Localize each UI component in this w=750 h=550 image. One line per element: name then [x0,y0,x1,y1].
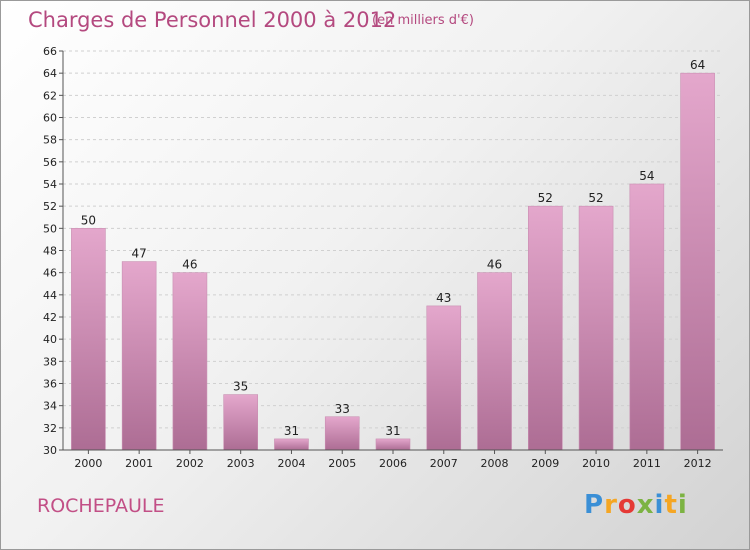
bar-2012 [680,72,715,451]
y-tick-label: 44 [43,289,57,302]
data-label: 52 [538,191,553,205]
data-label: 50 [81,213,96,227]
x-tick-label: 2005 [328,457,356,470]
chart-unit-label: (en milliers d'€) [372,13,474,28]
x-tick-label: 2012 [684,457,712,470]
x-tick-label: 2007 [430,457,458,470]
x-tick-label: 2004 [277,457,305,470]
y-tick-label: 40 [43,333,57,346]
y-tick-label: 38 [43,355,57,368]
y-tick-label: 56 [43,156,57,169]
y-tick-label: 58 [43,134,57,147]
logo-letter: t [664,490,678,520]
bar-2002 [172,272,208,451]
bar-2008 [477,272,512,451]
y-tick-label: 60 [43,112,57,125]
logo-letter: r [604,490,618,520]
x-tick-label: 2010 [582,457,610,470]
y-tick-label: 52 [43,200,57,213]
data-label: 43 [436,291,451,305]
bar-2000 [71,228,106,451]
bar-2006 [375,438,411,451]
x-tick-label: 2000 [74,457,102,470]
logo-letter: x [636,490,655,520]
y-tick-label: 62 [43,89,57,102]
data-label: 46 [182,258,197,272]
y-tick-label: 36 [43,378,57,391]
y-tick-label: 32 [43,422,57,435]
data-label: 64 [690,58,705,72]
x-tick-label: 2008 [481,457,509,470]
data-label: 52 [588,191,603,205]
x-tick-label: 2011 [633,457,661,470]
y-tick-labels: 30 32 34 36 38 40 42 44 46 48 50 52 54 56 58 60 62 64 66 [43,45,57,457]
x-tick-label: 2001 [125,457,153,470]
y-tick-label: 54 [43,178,57,191]
x-tick-labels: 2000 2001 2002 2003 2004 2005 2006 2007 2008 2009… [74,457,711,470]
bars [71,72,715,451]
bar-2001 [121,261,157,451]
y-tick-label: 50 [43,222,57,235]
y-tick-label: 64 [43,67,57,80]
y-tick-label: 48 [43,245,57,258]
data-label: 31 [385,424,400,438]
y-tick-label: 46 [43,267,57,280]
y-tick-label: 42 [43,311,57,324]
data-labels: 50 47 46 35 31 33 31 43 46 52 52 54 64 [81,58,706,438]
data-label: 33 [335,402,350,416]
x-tick-label: 2006 [379,457,407,470]
data-label: 46 [487,258,502,272]
logo-letter: o [617,490,637,520]
x-tick-label: 2009 [531,457,559,470]
chart-title: Charges de Personnel 2000 à 2012 [28,8,397,32]
data-label: 31 [284,424,299,438]
proxiti-logo: Proxiti [584,490,688,520]
x-tick-label: 2003 [227,457,255,470]
bar-2005 [324,416,360,451]
axes [59,50,723,454]
logo-letter: i [677,490,688,520]
commune-name: ROCHEPAULE [37,495,165,517]
data-label: 35 [233,380,248,394]
grid-lines [63,50,723,429]
y-tick-label: 66 [43,45,57,58]
bar-2003 [223,394,258,451]
data-label: 47 [132,247,147,261]
bar-2011 [629,183,665,451]
bar-2007 [426,305,462,451]
bar-2004 [274,438,309,451]
y-tick-label: 34 [43,400,57,413]
data-label: 54 [639,169,654,183]
x-tick-label: 2002 [176,457,204,470]
bar-2010 [578,205,614,451]
y-tick-label: 30 [43,444,57,457]
bar-2009 [528,205,563,451]
logo-letter: i [654,490,665,520]
logo-letter: P [584,490,605,520]
